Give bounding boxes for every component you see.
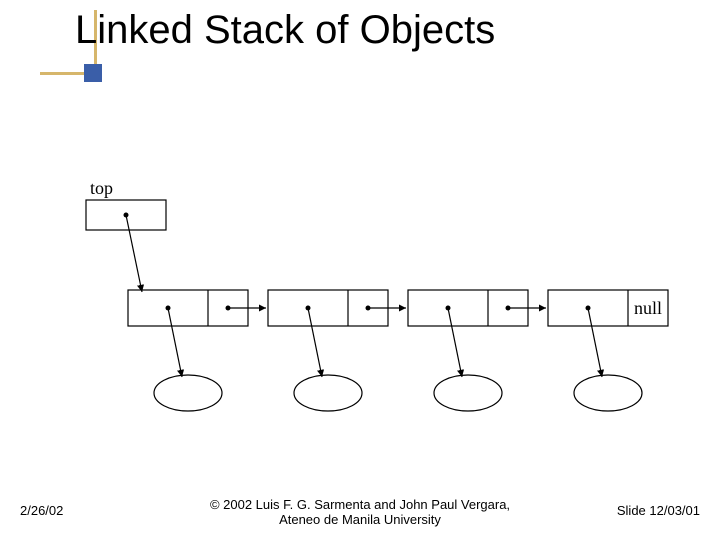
copyright-line1: © 2002 Luis F. G. Sarmenta and John Paul… <box>210 497 510 512</box>
object-ellipse <box>294 375 362 411</box>
linked-list-diagram: null <box>0 0 720 540</box>
slide: Linked Stack of Objects null top 2/26/02… <box>0 0 720 540</box>
object-ellipse <box>154 375 222 411</box>
top-label: top <box>90 178 113 199</box>
object-ellipse <box>574 375 642 411</box>
footer-slide-number: Slide 12/03/01 <box>617 503 700 518</box>
object-ellipse <box>434 375 502 411</box>
null-label: null <box>634 298 662 318</box>
copyright-line2: Ateneo de Manila University <box>279 512 441 527</box>
footer-copyright: © 2002 Luis F. G. Sarmenta and John Paul… <box>0 497 720 528</box>
